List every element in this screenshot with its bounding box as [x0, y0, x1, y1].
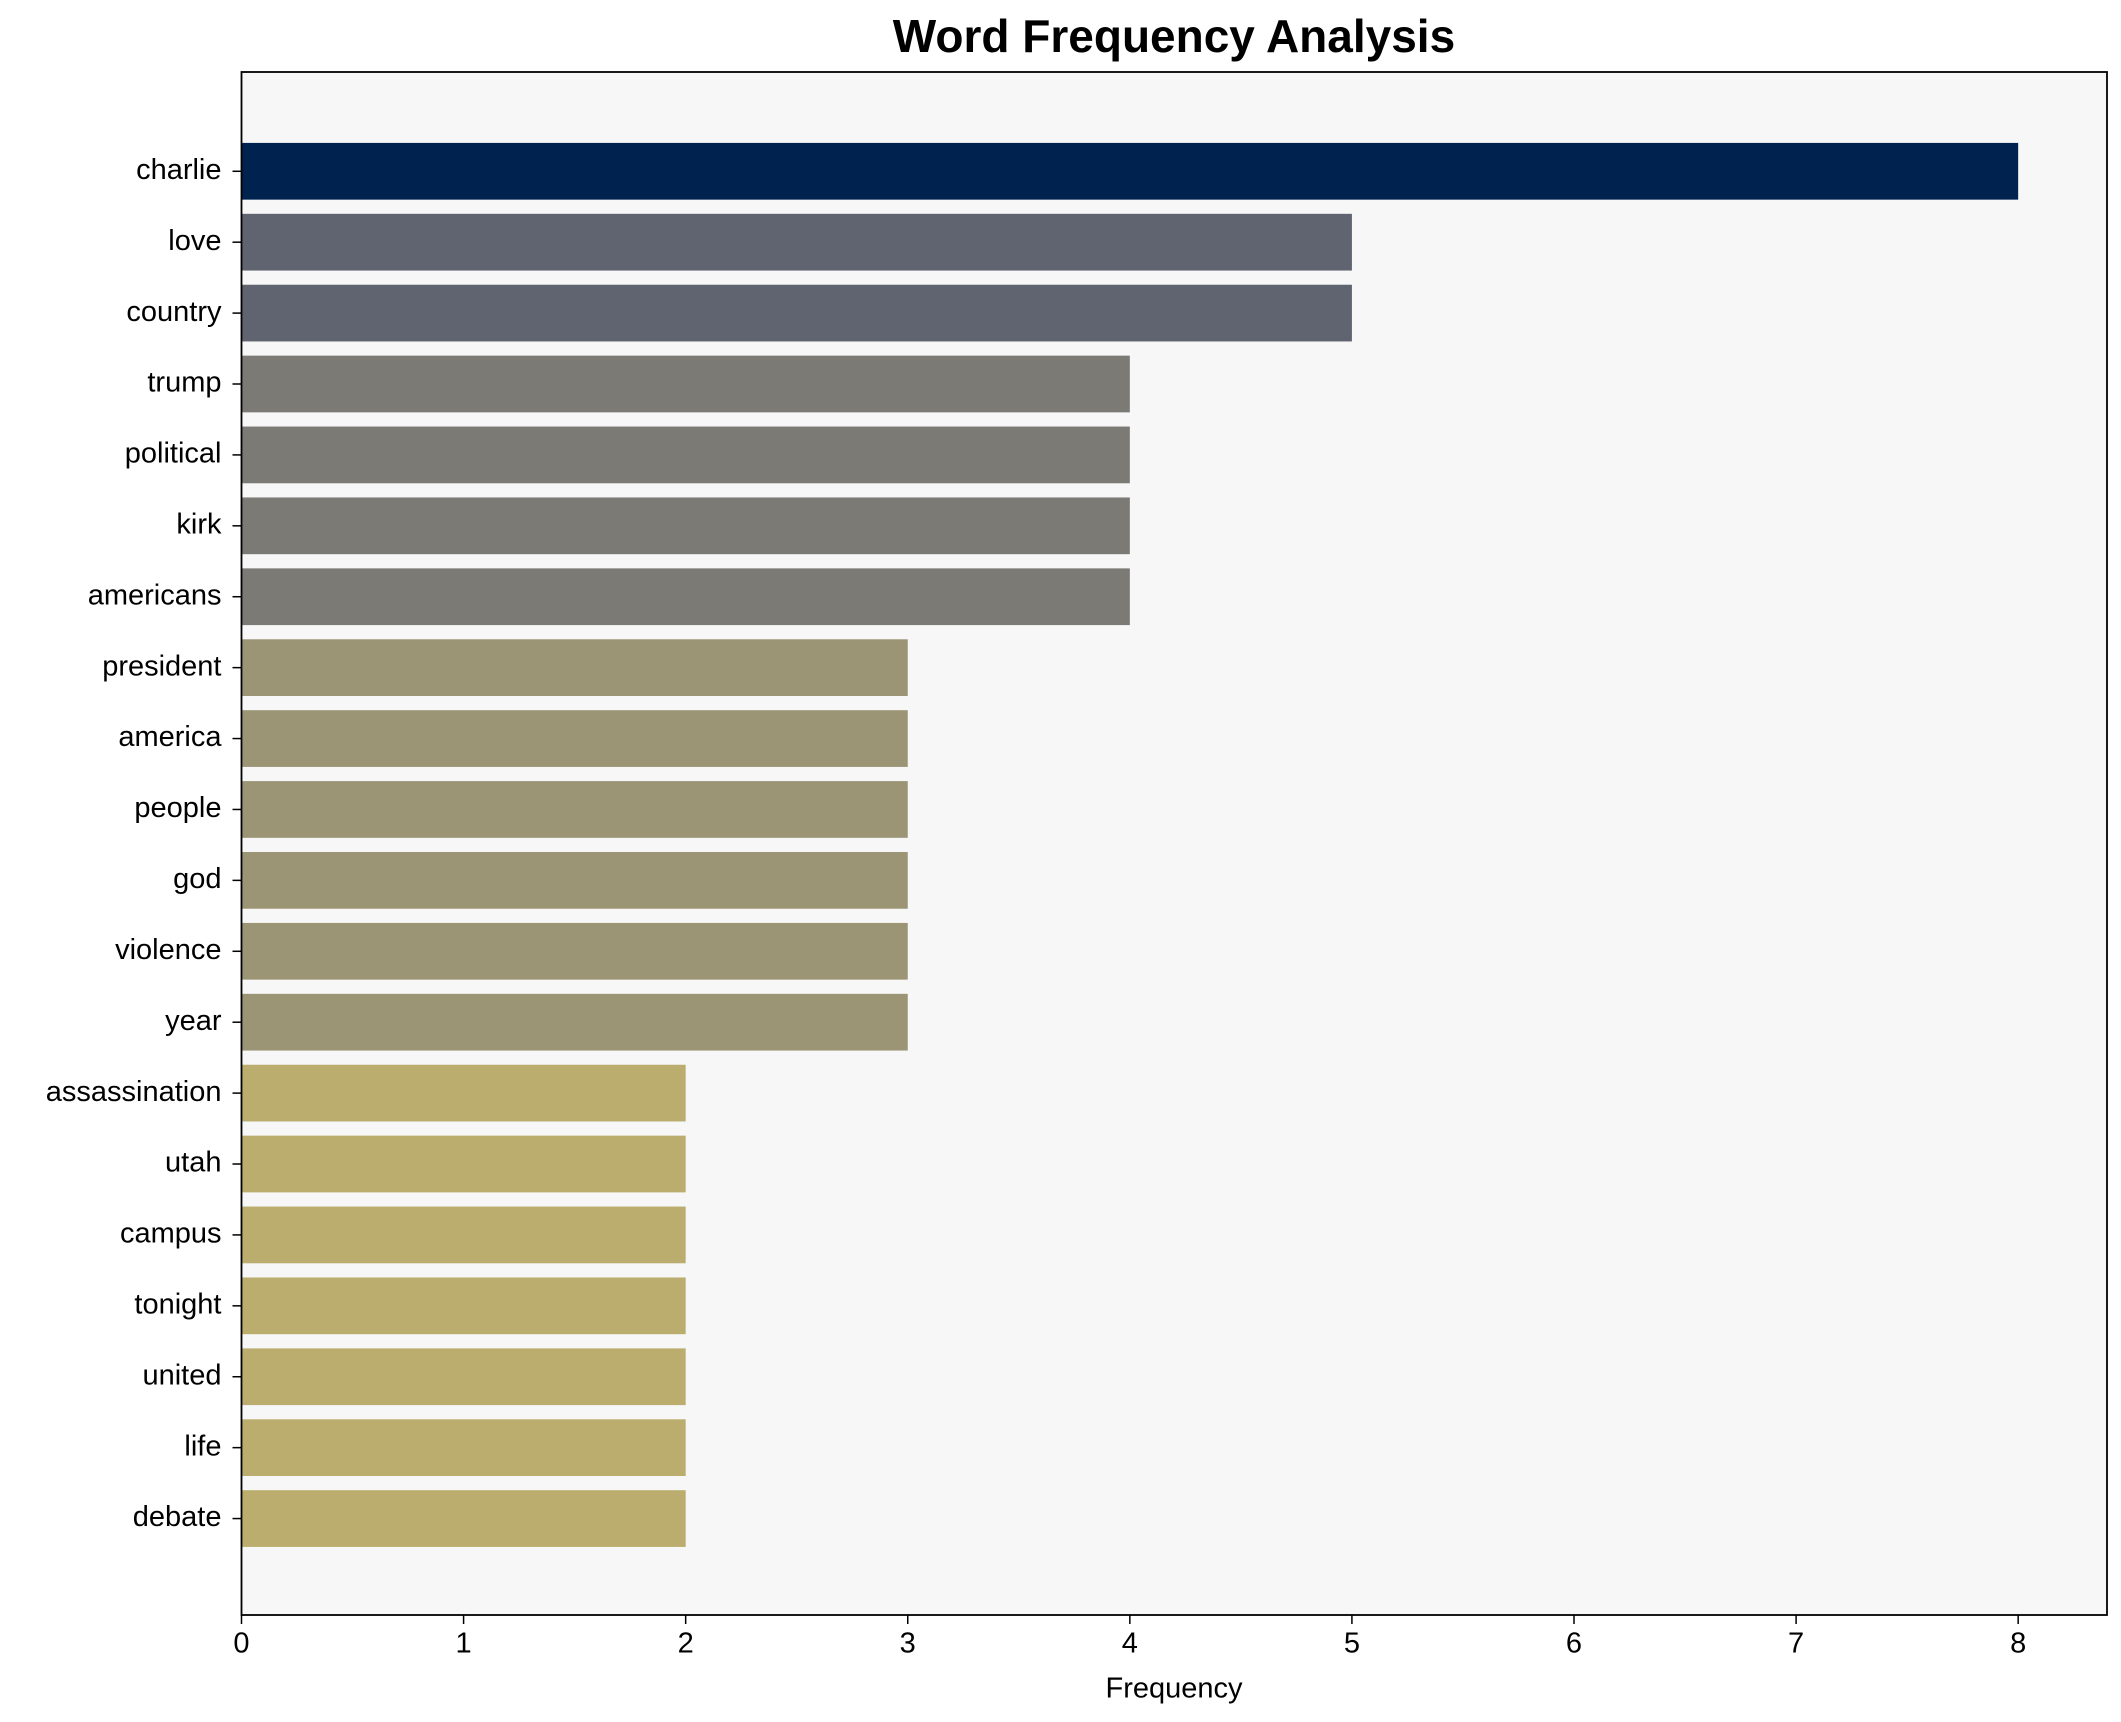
- y-tick-label: country: [126, 296, 222, 328]
- y-tick-label: year: [165, 1005, 222, 1037]
- bar: [241, 710, 908, 767]
- bar: [241, 993, 908, 1051]
- bar: [241, 284, 1352, 342]
- bar: [241, 142, 2019, 200]
- bar: [241, 497, 1130, 555]
- bar: [241, 1490, 686, 1547]
- bar: [241, 426, 1130, 484]
- bar: [241, 781, 908, 838]
- y-tick-label: people: [134, 792, 221, 824]
- bar: [241, 1419, 686, 1477]
- x-tick-label: 2: [678, 1628, 694, 1660]
- bar: [241, 639, 908, 697]
- y-tick-label: united: [142, 1359, 221, 1391]
- y-tick-label: life: [184, 1430, 221, 1462]
- x-tick-label: 8: [2010, 1628, 2026, 1660]
- bar: [241, 922, 908, 980]
- bar: [241, 213, 1352, 271]
- x-tick-label: 5: [1344, 1628, 1360, 1660]
- y-tick-label: kirk: [176, 508, 222, 540]
- bar: [241, 1064, 686, 1122]
- y-tick-label: assassination: [46, 1076, 222, 1108]
- y-tick-label: campus: [120, 1218, 222, 1250]
- x-tick-label: 3: [900, 1628, 916, 1660]
- y-tick-label: charlie: [136, 154, 221, 186]
- x-tick-label: 0: [233, 1628, 249, 1660]
- bar: [241, 355, 1130, 413]
- y-tick-label: president: [102, 650, 221, 682]
- y-tick-label: trump: [147, 367, 221, 399]
- chart-title: Word Frequency Analysis: [893, 10, 1455, 62]
- bar: [241, 1135, 686, 1193]
- y-tick-label: violence: [115, 934, 221, 966]
- bar: [241, 1277, 686, 1335]
- bar: [241, 1348, 686, 1406]
- y-tick-label: love: [168, 225, 221, 257]
- x-tick-label: 6: [1566, 1628, 1582, 1660]
- x-tick-label: 7: [1788, 1628, 1804, 1660]
- y-tick-label: utah: [165, 1147, 221, 1179]
- bar: [241, 852, 908, 909]
- bar: [241, 1206, 686, 1264]
- x-axis-label: Frequency: [1105, 1673, 1243, 1705]
- y-tick-label: political: [125, 438, 222, 470]
- y-tick-label: debate: [133, 1501, 222, 1533]
- bar: [241, 568, 1130, 626]
- plot-frame: [240, 71, 2108, 1616]
- y-tick-label: god: [173, 863, 221, 895]
- x-tick-label: 4: [1122, 1628, 1138, 1660]
- y-tick-label: tonight: [134, 1288, 221, 1320]
- y-tick-label: america: [118, 721, 222, 753]
- y-tick-label: americans: [88, 579, 222, 611]
- x-tick-label: 1: [456, 1628, 472, 1660]
